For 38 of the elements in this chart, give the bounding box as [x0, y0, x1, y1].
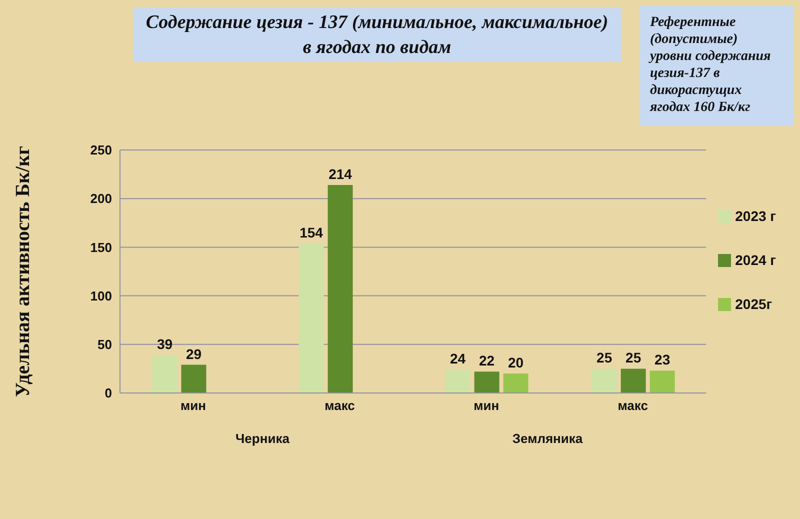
- data-label: 25: [626, 350, 642, 366]
- data-label: 25: [596, 350, 612, 366]
- legend-label: 2025г: [735, 296, 772, 312]
- data-label: 22: [479, 352, 495, 369]
- y-tick-label: 250: [90, 142, 112, 158]
- legend-label: 2023 г: [735, 208, 776, 224]
- data-label: 39: [156, 336, 173, 352]
- y-tick-label: 100: [90, 288, 112, 304]
- bar: [650, 370, 675, 393]
- text: Земляника: [511, 431, 584, 446]
- bar: [328, 184, 353, 393]
- y-tick-label: 150: [90, 240, 112, 255]
- bar: [152, 355, 178, 393]
- text: Черника: [234, 431, 290, 446]
- y-tick-label: 200: [90, 191, 112, 206]
- bar: [592, 368, 617, 393]
- data-label: 24: [450, 350, 466, 367]
- legend-label: 2024 г: [735, 252, 776, 268]
- bar: [503, 374, 528, 393]
- chart-title: Содержание цезия - 137 (минимальное, максимальное) в ягодах по видам: [133, 8, 621, 62]
- data-label: 154: [300, 224, 324, 240]
- x-tick-label: мин: [180, 398, 206, 414]
- data-label: 214: [328, 166, 352, 182]
- data-label: 20: [508, 354, 524, 371]
- y-axis-title: Удельная активность Бк/кг: [12, 146, 34, 398]
- x-tick-label: мин: [474, 398, 500, 414]
- y-tick-label: 0: [104, 386, 112, 401]
- y-tick-label: 50: [98, 337, 112, 352]
- data-label: 23: [654, 352, 670, 368]
- text: Референтные (допустимые) уровни содержания цезия-137 в дикорастущих ягодах 160 Бк/кг: [640, 6, 794, 126]
- data-label: 29: [186, 346, 202, 362]
- x-tick-label: макс: [618, 398, 648, 414]
- x-tick-label: макс: [324, 398, 355, 414]
- bar: [298, 243, 324, 393]
- bar: [181, 364, 206, 393]
- bar: [620, 368, 646, 393]
- bar: [445, 370, 470, 393]
- bar: [474, 372, 500, 393]
